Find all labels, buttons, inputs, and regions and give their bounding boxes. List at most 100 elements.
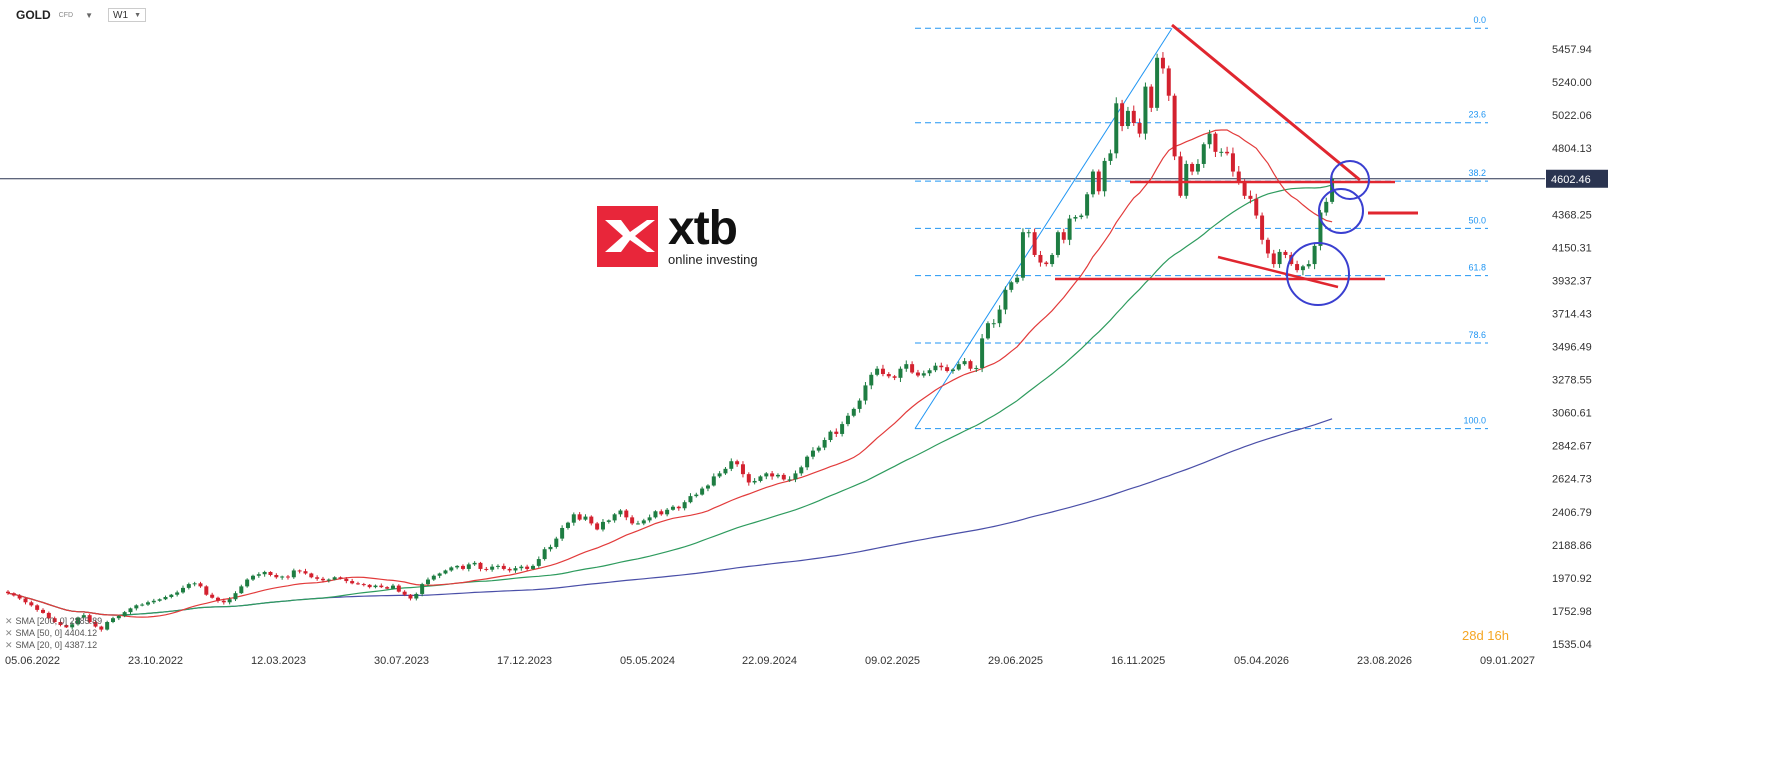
y-tick-label: 4368.25: [1552, 209, 1592, 221]
candle-body: [1324, 201, 1329, 213]
symbol-selector[interactable]: GOLD CFD ▼: [16, 8, 93, 22]
highlight-circle[interactable]: [1286, 242, 1350, 306]
candle-body: [70, 624, 75, 628]
chevron-down-icon[interactable]: ▼: [85, 10, 93, 20]
highlight-circle[interactable]: [1318, 188, 1364, 234]
candle-body: [700, 488, 705, 495]
candle-body: [717, 473, 722, 477]
candle-body: [863, 385, 868, 401]
candle-body: [1306, 264, 1311, 267]
y-tick-label: 3278.55: [1552, 375, 1592, 387]
candle-body: [227, 599, 232, 603]
candle-body: [915, 372, 920, 376]
candle-body: [525, 566, 530, 569]
candle-body: [530, 565, 535, 569]
candle-body: [740, 464, 745, 475]
candle-body: [950, 369, 955, 371]
candle-body: [87, 615, 92, 623]
candle-body: [1120, 103, 1125, 127]
candle-body: [64, 625, 69, 628]
candle-body: [198, 583, 203, 587]
y-tick-label: 1752.98: [1552, 606, 1592, 618]
candle-body: [256, 574, 261, 576]
candle-body: [921, 373, 926, 376]
candle-body: [519, 566, 524, 569]
candle-body: [338, 577, 343, 579]
x-tick-label: 30.07.2023: [374, 655, 429, 667]
y-tick-label: 5022.06: [1552, 110, 1592, 122]
candle-body: [1166, 68, 1171, 96]
candle-body: [1195, 163, 1200, 172]
candle-body: [425, 579, 430, 585]
candle-body: [1201, 144, 1206, 164]
timeframe-select[interactable]: W1 ▼: [108, 8, 146, 22]
candle-body: [303, 571, 308, 574]
fib-level-label: 23.6: [1468, 110, 1486, 120]
candle-body: [105, 622, 110, 630]
candlesticks: [6, 52, 1335, 632]
candle-body: [29, 602, 34, 606]
candle-body: [1260, 215, 1265, 240]
candle-body: [431, 575, 436, 580]
candle-body: [589, 516, 594, 524]
legend-item: ✕ SMA [50, 0] 4404.12: [5, 627, 102, 639]
candle-body: [1026, 232, 1031, 234]
candle-body: [93, 622, 98, 627]
y-tick-label: 5457.94: [1552, 44, 1592, 56]
legend-item: ✕ SMA [20, 0] 4387.12: [5, 639, 102, 651]
candle-body: [134, 605, 139, 609]
legend-label: SMA [200, 0] 2885.89: [15, 616, 103, 626]
candle-body: [641, 520, 646, 524]
candle-body: [869, 374, 874, 386]
candle-body: [1131, 110, 1136, 124]
candle-body: [163, 596, 168, 600]
candle-body: [659, 511, 664, 515]
candle-body: [1085, 194, 1090, 216]
candle-body: [1108, 153, 1113, 161]
candle-body: [145, 602, 150, 605]
candle-body: [169, 594, 174, 597]
candle-body: [180, 587, 185, 593]
candle-body: [1050, 254, 1055, 265]
candle-body: [1061, 232, 1066, 240]
candle-body: [414, 593, 419, 599]
candle-body: [875, 368, 880, 375]
candle-body: [408, 594, 413, 599]
candle-body: [980, 338, 985, 368]
candle-body: [390, 585, 395, 589]
candle-body: [752, 480, 757, 483]
support-trendline[interactable]: [1217, 255, 1339, 289]
candle-body: [851, 408, 856, 416]
fib-level-label: 78.6: [1468, 330, 1486, 340]
candle-body: [635, 523, 640, 525]
close-icon[interactable]: ✕: [5, 628, 13, 638]
candle-body: [606, 520, 611, 522]
candle-body: [1265, 239, 1270, 254]
candle-body: [443, 570, 448, 574]
candle-body: [787, 479, 792, 481]
candle-body: [904, 364, 909, 369]
x-mark-icon: [605, 220, 655, 252]
candle-body: [1079, 215, 1084, 218]
candle-body: [250, 575, 255, 580]
candle-body: [927, 370, 932, 374]
candle-body: [367, 584, 372, 588]
legend-item: ✕ SMA [200, 0] 2885.89: [5, 615, 102, 627]
candle-body: [361, 584, 366, 586]
candle-body: [17, 595, 22, 599]
y-tick-label: 2842.67: [1552, 441, 1592, 453]
close-icon[interactable]: ✕: [5, 616, 13, 626]
candle-body: [297, 570, 302, 572]
resistance-trendline[interactable]: [1171, 23, 1361, 182]
candle-body: [1213, 133, 1218, 152]
fib-trend-line: [914, 27, 1173, 429]
user-drawings: [1055, 23, 1418, 306]
close-icon[interactable]: ✕: [5, 640, 13, 650]
highlight-circle[interactable]: [1330, 160, 1370, 200]
x-tick-label: 23.10.2022: [128, 655, 183, 667]
candle-body: [110, 618, 115, 623]
candle-body: [495, 565, 500, 567]
candle-body: [1149, 86, 1154, 108]
candle-body: [128, 608, 133, 613]
